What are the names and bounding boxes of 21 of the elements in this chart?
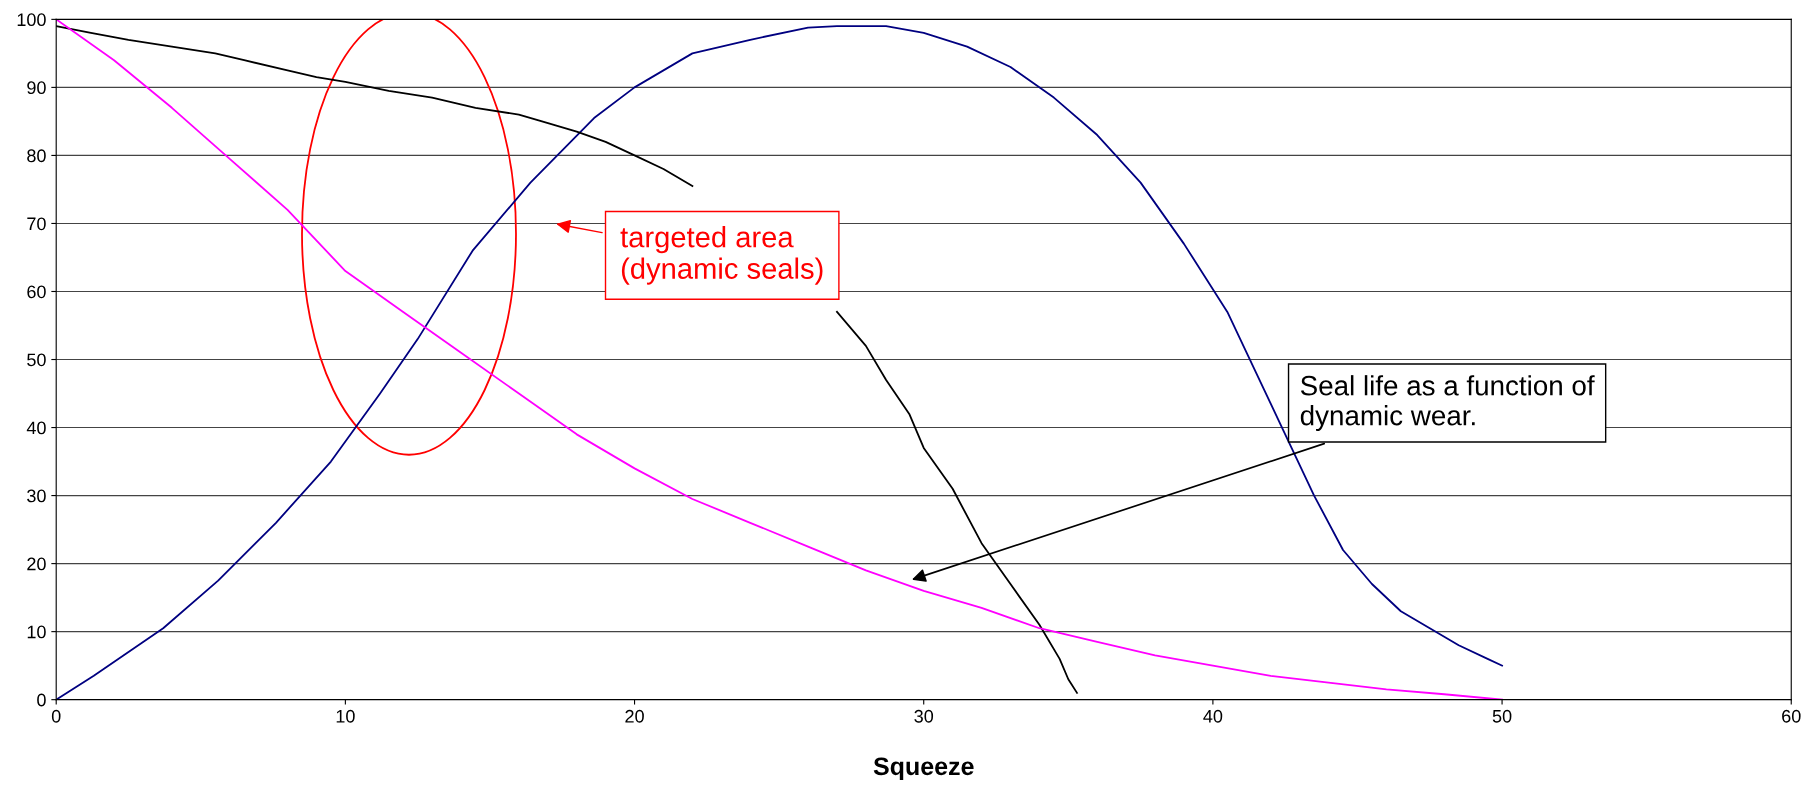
x-tick-label: 50 (1492, 709, 1512, 723)
x-tick-label: 0 (51, 709, 61, 723)
x-tick-label: 30 (914, 709, 934, 723)
y-tick-label: 0 (37, 693, 46, 707)
y-tick-label: 10 (27, 625, 46, 639)
annotation: targeted area (dynamic seals) (620, 226, 823, 285)
y-tick-label: 100 (17, 13, 46, 27)
y-tick-label: 80 (27, 149, 46, 163)
x-axis-title: Squeeze (873, 757, 974, 781)
x-tick-label: 10 (336, 709, 355, 723)
y-tick-label: 50 (27, 353, 46, 367)
x-tick-label: 60 (1782, 709, 1801, 723)
y-tick-label: 20 (27, 557, 46, 571)
annotation: Seal life as a function of dynamic wear. (1300, 375, 1595, 431)
y-tick-label: 30 (27, 489, 46, 503)
y-tick-label: 70 (27, 217, 46, 231)
x-tick-label: 40 (1203, 709, 1223, 723)
x-tick-label: 20 (625, 709, 644, 723)
y-tick-label: 40 (26, 421, 46, 435)
y-tick-label: 60 (27, 285, 46, 299)
y-tick-label: 90 (27, 81, 46, 95)
